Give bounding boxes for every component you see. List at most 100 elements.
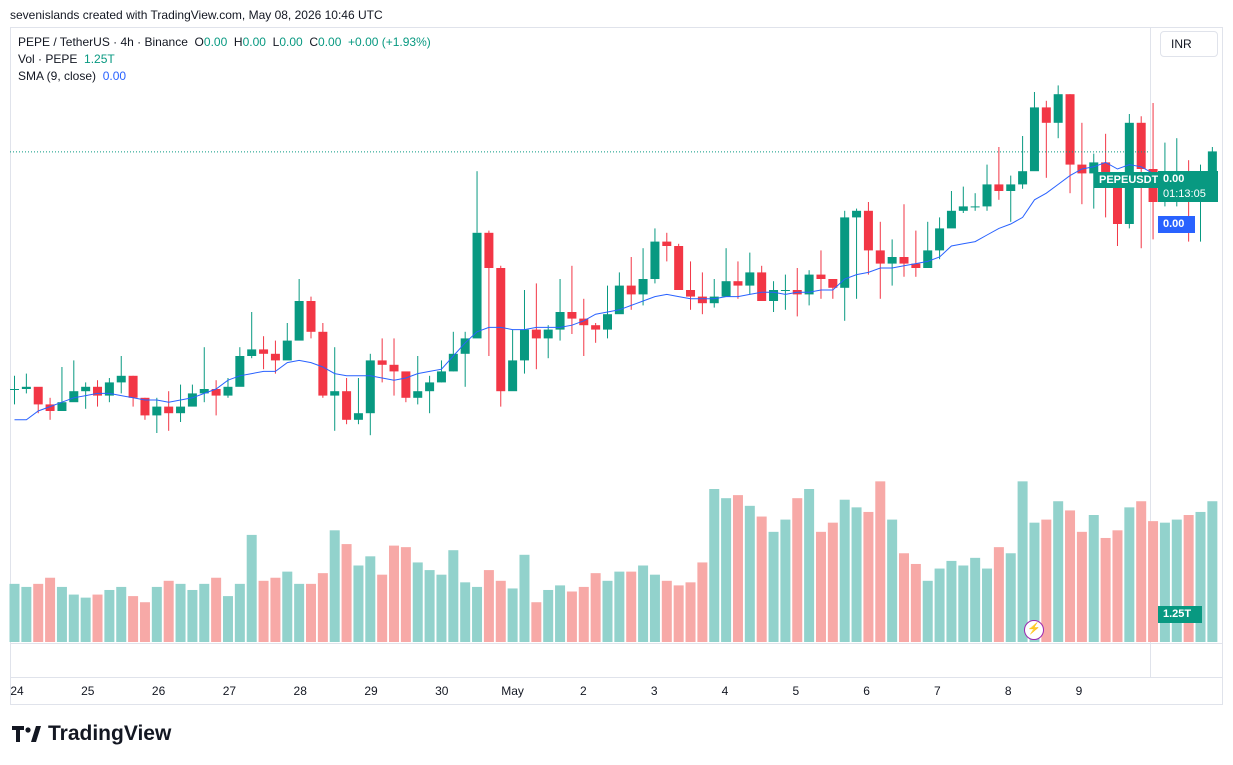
volume-bar bbox=[863, 511, 874, 642]
x-tick-label: May bbox=[501, 684, 524, 698]
volume-bar bbox=[424, 570, 435, 642]
volume-bar bbox=[1124, 507, 1135, 642]
sma-tag: 0.00 bbox=[1158, 216, 1195, 233]
candle-body bbox=[318, 331, 328, 396]
volume-bar bbox=[1041, 519, 1052, 642]
volume-bar bbox=[851, 507, 862, 642]
candle-body bbox=[958, 206, 968, 211]
volume-bar bbox=[495, 580, 506, 642]
volume-bar bbox=[1171, 519, 1182, 642]
legend-sma-value: 0.00 bbox=[102, 69, 127, 83]
volume-bar bbox=[827, 522, 838, 642]
volume-bar bbox=[45, 577, 56, 642]
volume-bar bbox=[377, 574, 388, 642]
x-tick-label: 27 bbox=[223, 684, 237, 698]
lightning-icon[interactable]: ⚡ bbox=[1024, 620, 1044, 640]
candle-body bbox=[555, 312, 565, 330]
candle-body bbox=[21, 386, 31, 389]
candle-body bbox=[116, 375, 126, 383]
candle-body bbox=[342, 391, 352, 420]
legend-high: 0.00 bbox=[242, 35, 266, 49]
volume-bar bbox=[910, 563, 921, 642]
x-tick-label: 2 bbox=[580, 684, 587, 698]
candlesticks bbox=[10, 85, 1217, 436]
x-tick-label: 28 bbox=[294, 684, 308, 698]
volume-bar bbox=[685, 582, 696, 642]
candle-body bbox=[780, 290, 790, 291]
candle-body bbox=[638, 279, 648, 295]
volume-bar bbox=[602, 580, 613, 642]
candle-body bbox=[211, 389, 221, 396]
volume-bar bbox=[614, 571, 625, 642]
candle-body bbox=[816, 274, 826, 279]
candle-body bbox=[614, 285, 624, 315]
volume-bar bbox=[531, 602, 542, 642]
volume-bar bbox=[982, 568, 993, 642]
candle-body bbox=[57, 402, 67, 411]
volume-bar bbox=[9, 583, 20, 642]
volume-bar bbox=[875, 481, 886, 642]
candle-body bbox=[1112, 173, 1122, 224]
candle-body bbox=[484, 232, 494, 268]
volume-bar bbox=[922, 580, 933, 642]
volume-bar bbox=[33, 583, 44, 642]
volume-bar bbox=[815, 531, 826, 642]
volume-bar bbox=[555, 585, 566, 642]
volume-bar bbox=[958, 565, 969, 642]
volume-bar bbox=[282, 571, 293, 642]
candle-body bbox=[828, 279, 838, 288]
volume-bar bbox=[804, 489, 815, 642]
volume-bar bbox=[400, 547, 411, 642]
candle-body bbox=[1089, 162, 1099, 174]
volume-bar bbox=[590, 573, 601, 642]
volume-bar bbox=[566, 591, 577, 642]
candle-body bbox=[662, 241, 672, 246]
volume-bar bbox=[946, 560, 957, 642]
candle-body bbox=[460, 338, 470, 354]
candle-body bbox=[626, 285, 636, 295]
volume-bar bbox=[1076, 531, 1087, 642]
candle-body bbox=[33, 386, 43, 405]
tradingview-logo: TradingView bbox=[12, 722, 171, 746]
volume-bar bbox=[222, 596, 233, 642]
x-axis: 24 25 26 27 28 29 30 May 2 3 4 5 6 7 8 9 bbox=[10, 684, 1082, 698]
volume-bar bbox=[104, 589, 115, 642]
volume-bar bbox=[709, 489, 720, 642]
volume-bar bbox=[993, 547, 1004, 642]
candle-body bbox=[982, 184, 992, 207]
x-tick-label: 3 bbox=[651, 684, 658, 698]
volume-bar bbox=[187, 589, 198, 642]
volume-bar bbox=[353, 565, 364, 642]
volume-bar bbox=[472, 586, 483, 642]
tv-logo-icon bbox=[12, 724, 42, 744]
legend-change: +0.00 (+1.93%) bbox=[348, 35, 431, 49]
volume-bar bbox=[365, 556, 376, 642]
legend-l-label: L bbox=[272, 35, 280, 49]
candle-body bbox=[330, 391, 340, 396]
volume-bar bbox=[294, 583, 305, 642]
volume-bar bbox=[768, 531, 779, 642]
candle-body bbox=[852, 210, 862, 218]
volume-bar bbox=[1207, 501, 1218, 642]
volume-bar bbox=[970, 557, 981, 642]
candle-body bbox=[935, 228, 945, 251]
candle-body bbox=[436, 371, 446, 383]
candle-body bbox=[472, 232, 482, 339]
candle-body bbox=[377, 360, 387, 365]
volume-bar bbox=[519, 554, 530, 642]
brand-name: TradingView bbox=[48, 722, 172, 745]
candle-body bbox=[45, 404, 55, 411]
legend-o-label: O bbox=[194, 35, 204, 49]
candle-body bbox=[223, 386, 233, 396]
candle-body bbox=[733, 281, 743, 286]
volume-bar bbox=[199, 583, 210, 642]
chart-credit: sevenislands created with TradingView.co… bbox=[10, 8, 383, 22]
x-tick-label: 26 bbox=[152, 684, 166, 698]
candle-body bbox=[591, 325, 601, 330]
volume-bar bbox=[246, 534, 257, 642]
currency-button[interactable]: INR bbox=[1160, 31, 1218, 57]
volume-bar bbox=[1112, 530, 1123, 642]
legend-open: 0.00 bbox=[203, 35, 228, 49]
candle-body bbox=[1136, 122, 1146, 169]
